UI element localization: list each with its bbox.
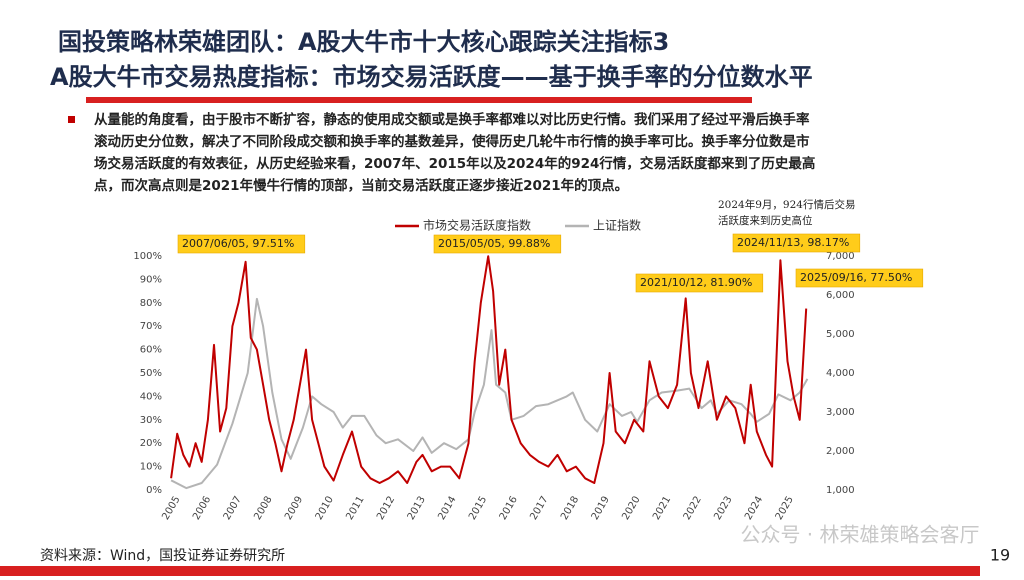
y-tick-label: 30% <box>140 415 162 426</box>
y-tick-label: 100% <box>133 251 162 262</box>
y-tick-label: 10% <box>140 462 162 473</box>
x-tick-label: 2021 <box>651 494 673 522</box>
bullet-text: 点，而次高点则是2021年慢牛行情的顶部，当前交易活跃度正逐步接近2021年的顶… <box>94 177 628 194</box>
y-tick-label: 0% <box>146 485 162 496</box>
x-tick-label: 2012 <box>375 494 397 522</box>
x-tick-label: 2008 <box>252 494 274 522</box>
y2-tick-label: 1,000 <box>826 485 855 496</box>
watermark: 公众号 · 林荣雄策略会客厅 <box>740 523 979 547</box>
x-tick-label: 2015 <box>467 494 489 522</box>
y-tick-label: 80% <box>140 298 162 309</box>
x-tick-label: 2009 <box>283 494 305 522</box>
y-tick-label: 50% <box>140 368 162 379</box>
y-tick-label: 60% <box>140 345 162 356</box>
x-tick-label: 2006 <box>191 494 213 522</box>
annotation-box <box>795 268 924 288</box>
source: 资料来源：Wind，国投证券证券研究所 <box>40 548 285 564</box>
bullet <box>68 116 75 123</box>
note: 2024年9月，924行情后交易 <box>718 198 855 211</box>
title: 国投策略林荣雄团队：A股大牛市十大核心跟踪关注指标3 <box>58 28 669 56</box>
annotation-box <box>635 273 764 293</box>
footer-band <box>0 566 980 576</box>
x-tick-label: 2017 <box>528 494 550 522</box>
note: 活跃度来到历史高位 <box>718 214 813 227</box>
y-tick-label: 70% <box>140 321 162 332</box>
x-tick-label: 2020 <box>620 494 642 522</box>
page-number: 19 <box>990 546 1010 565</box>
annotation-box <box>433 234 562 254</box>
x-tick-label: 2023 <box>712 494 734 522</box>
x-tick-label: 2010 <box>314 494 336 522</box>
x-tick-label: 2018 <box>559 494 581 522</box>
series-line <box>170 297 809 490</box>
y-tick-label: 90% <box>140 274 162 285</box>
bullet-text: 滚动历史分位数，解决了不同阶段成交额和换手率的基数差异，使得历史几轮牛市行情的换… <box>94 133 810 150</box>
y-tick-label: 20% <box>140 438 162 449</box>
chart: 0% 10% 20% 30% 40% 50% 60% 70% 80% 90% 100% 1,000 2,… <box>133 198 924 522</box>
legend-label: 上证指数 <box>593 218 641 233</box>
annotation: 2007/06/05, 97.51% <box>182 237 294 250</box>
x-tick-label: 2022 <box>682 494 704 522</box>
annotation: 2015/05/05, 99.88% <box>438 237 550 250</box>
x-tick-label: 2024 <box>743 494 765 522</box>
y2-tick-label: 4,000 <box>826 368 855 379</box>
title: A股大牛市交易热度指标：市场交易活跃度——基于换手率的分位数水平 <box>50 63 813 91</box>
y-tick-label: 40% <box>140 391 162 402</box>
annotation: 2025/09/16, 77.50% <box>800 271 912 284</box>
y2-tick-label: 3,000 <box>826 407 855 418</box>
x-tick-label: 2011 <box>344 494 366 522</box>
y2-tick-label: 5,000 <box>826 329 855 340</box>
bullet-text: 从量能的角度看，由于股市不断扩容，静态的使用成交额或是换手率都难以对比历史行情。… <box>94 111 810 128</box>
x-tick-label: 2014 <box>436 494 458 522</box>
annotation-box <box>177 234 306 254</box>
x-tick-label: 2013 <box>406 494 428 522</box>
legend-label: 市场交易活跃度指数 <box>423 218 531 233</box>
x-tick-label: 2025 <box>774 494 796 522</box>
annotation: 2021/10/12, 81.90% <box>640 276 752 289</box>
annotation-box <box>732 233 861 253</box>
y2-tick-label: 6,000 <box>826 290 855 301</box>
bullet-text: 场交易活跃度的有效表征，从历史经验来看，2007年、2015年以及2024年的9… <box>94 155 815 172</box>
series-line <box>170 255 808 484</box>
y2-tick-label: 7,000 <box>826 251 855 262</box>
x-tick-label: 2007 <box>222 494 244 522</box>
title-underline <box>86 97 752 103</box>
x-tick-label: 2019 <box>590 494 612 522</box>
y2-tick-label: 2,000 <box>826 446 855 457</box>
x-tick-label: 2016 <box>498 494 520 522</box>
x-tick-label: 2005 <box>160 494 182 522</box>
annotation: 2024/11/13, 98.17% <box>737 236 849 249</box>
